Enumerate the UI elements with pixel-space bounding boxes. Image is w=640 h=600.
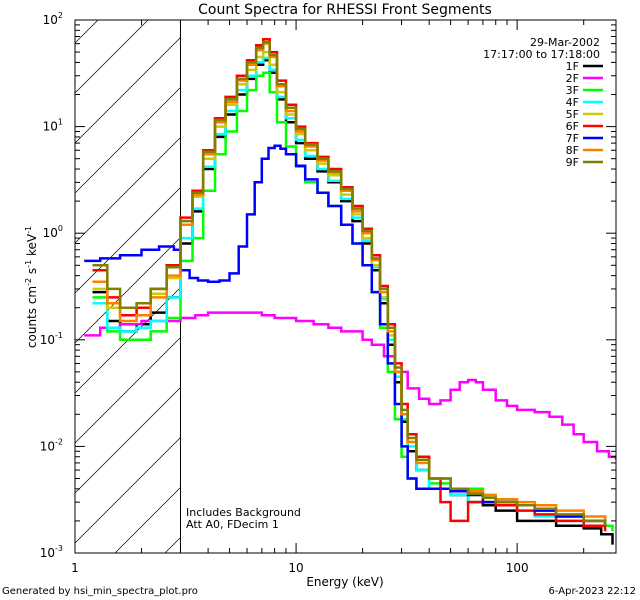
x-tick-label: 1 [71, 561, 79, 575]
y-tick-label: 10-1 [40, 331, 63, 347]
legend-label-8F: 8F [566, 144, 579, 157]
date-label: 29-Mar-2002 [530, 36, 600, 49]
y-tick-exponent: 1 [58, 118, 63, 127]
y-axis-label-part3: keV [25, 233, 39, 260]
footer-left: Generated by hsi_min_spectra_plot.pro [2, 586, 198, 597]
legend-label-7F: 7F [566, 132, 579, 145]
x-axis: 1 10 100 [71, 20, 585, 575]
y-tick-exponent: -3 [55, 544, 63, 553]
y-tick-label: 10-2 [40, 437, 63, 453]
y-axis-label-part1: counts cm [25, 286, 39, 348]
y-tick-exponent: -2 [55, 437, 63, 446]
series-line-2F [84, 311, 616, 460]
time-range-label: 17:17:00 to 17:18:00 [483, 48, 600, 61]
chart-title: Count Spectra for RHESSI Front Segments [198, 2, 492, 18]
y-tick-label: 101 [43, 118, 63, 134]
y-axis-label: counts cm-2 s-1 keV-1 [24, 226, 39, 348]
hatch-line-6 [75, 20, 349, 294]
y-tick-exponent: 2 [58, 11, 63, 20]
y-tick-label: 10-3 [40, 544, 63, 560]
y-axis-label-sup3: -1 [24, 226, 33, 234]
footer-right: 6-Apr-2023 22:12 [549, 586, 636, 597]
hatch-mask [180, 20, 616, 553]
legend-label-2F: 2F [566, 72, 579, 85]
y-tick-base: 10 [40, 546, 55, 560]
y-tick-base: 10 [40, 439, 55, 453]
series-line-9F [92, 40, 607, 526]
y-tick-label: 100 [43, 224, 63, 240]
x-axis-label: Energy (keV) [306, 575, 383, 589]
y-tick-exponent: -1 [55, 331, 63, 340]
legend-label-3F: 3F [566, 84, 579, 97]
annotation-line1: Includes Background [186, 506, 301, 519]
legend-label-9F: 9F [566, 156, 579, 169]
y-tick-base: 10 [40, 333, 55, 347]
y-tick-label: 102 [43, 11, 63, 27]
annotation-line2: Att A0, FDecim 1 [186, 518, 279, 531]
y-tick-exponent: 0 [58, 224, 63, 233]
x-tick-label: 100 [506, 561, 529, 575]
y-tick-base: 10 [43, 226, 58, 240]
y-tick-base: 10 [43, 13, 58, 27]
legend-label-6F: 6F [566, 120, 579, 133]
y-axis-label-part2: s [25, 268, 39, 278]
series-layer [84, 37, 616, 545]
plot-frame [74, 19, 617, 554]
x-tick-label: 10 [288, 561, 303, 575]
y-axis-label-sup1: -2 [24, 278, 33, 286]
hatched-region [75, 20, 616, 553]
y-axis-label-sup2: -1 [24, 260, 33, 268]
legend-label-4F: 4F [566, 96, 579, 109]
legend-label-1F: 1F [566, 60, 579, 73]
legend-label-5F: 5F [566, 108, 579, 121]
y-tick-base: 10 [43, 120, 58, 134]
